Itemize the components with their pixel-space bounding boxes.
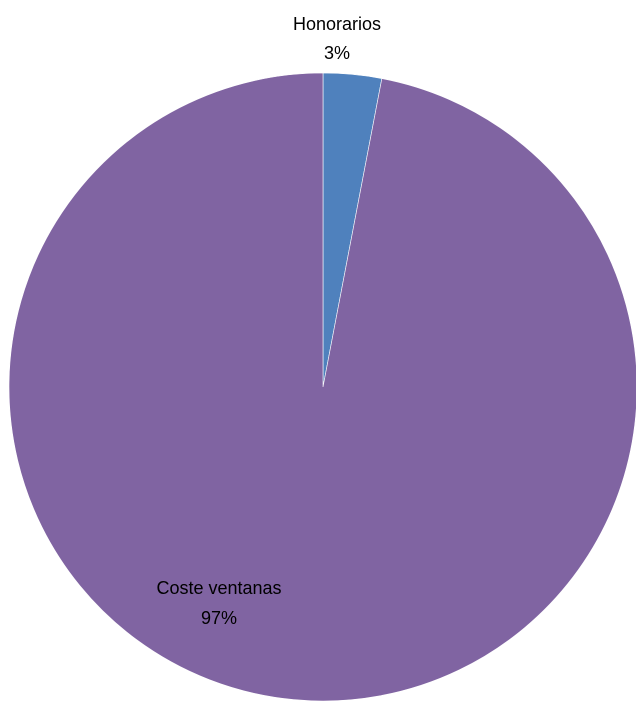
- slice-label-coste-ventanas-value: 97%: [201, 608, 237, 628]
- slice-label-honorarios-name: Honorarios: [293, 14, 381, 34]
- pie-labels: Honorarios 3% Coste ventanas 97%: [156, 14, 381, 628]
- slice-label-honorarios-value: 3%: [324, 43, 350, 63]
- pie-slices: [8, 72, 636, 701]
- pie-slice-coste-ventanas: [8, 72, 636, 701]
- slice-label-coste-ventanas-name: Coste ventanas: [156, 578, 281, 598]
